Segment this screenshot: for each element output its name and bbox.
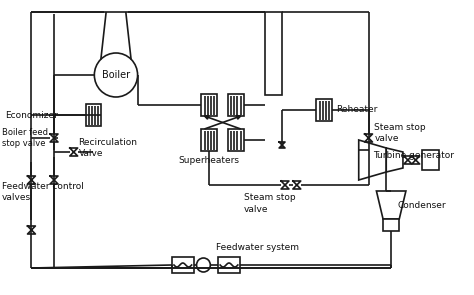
Text: Condenser: Condenser <box>397 201 446 209</box>
Bar <box>201 129 217 151</box>
Polygon shape <box>376 191 406 219</box>
Text: Boiler feed
stop valve: Boiler feed stop valve <box>2 128 48 148</box>
Bar <box>228 129 244 151</box>
Text: Recirculation
Valve: Recirculation Valve <box>79 137 137 158</box>
Bar <box>172 257 193 273</box>
Bar <box>383 219 399 231</box>
Text: Reheater: Reheater <box>336 106 377 114</box>
Circle shape <box>94 53 137 97</box>
Text: Steam stop
valve: Steam stop valve <box>374 123 426 143</box>
Circle shape <box>197 258 210 272</box>
Bar <box>422 150 439 170</box>
Polygon shape <box>359 140 386 180</box>
Bar <box>201 94 217 116</box>
Polygon shape <box>237 115 241 119</box>
Text: Superheaters: Superheaters <box>179 156 240 165</box>
Text: Feedwater system: Feedwater system <box>216 242 299 252</box>
Text: Economizer: Economizer <box>5 111 58 119</box>
Text: Steam stop
valve: Steam stop valve <box>244 193 295 214</box>
Bar <box>265 12 282 95</box>
Bar <box>218 257 240 273</box>
Bar <box>317 99 332 121</box>
Polygon shape <box>204 115 209 119</box>
Text: Boiler: Boiler <box>102 70 130 80</box>
Bar <box>228 94 244 116</box>
Bar <box>85 104 101 126</box>
Text: Feedwater control
valves: Feedwater control valves <box>2 182 84 202</box>
Polygon shape <box>386 148 403 172</box>
Text: Turbine generator: Turbine generator <box>374 150 455 160</box>
